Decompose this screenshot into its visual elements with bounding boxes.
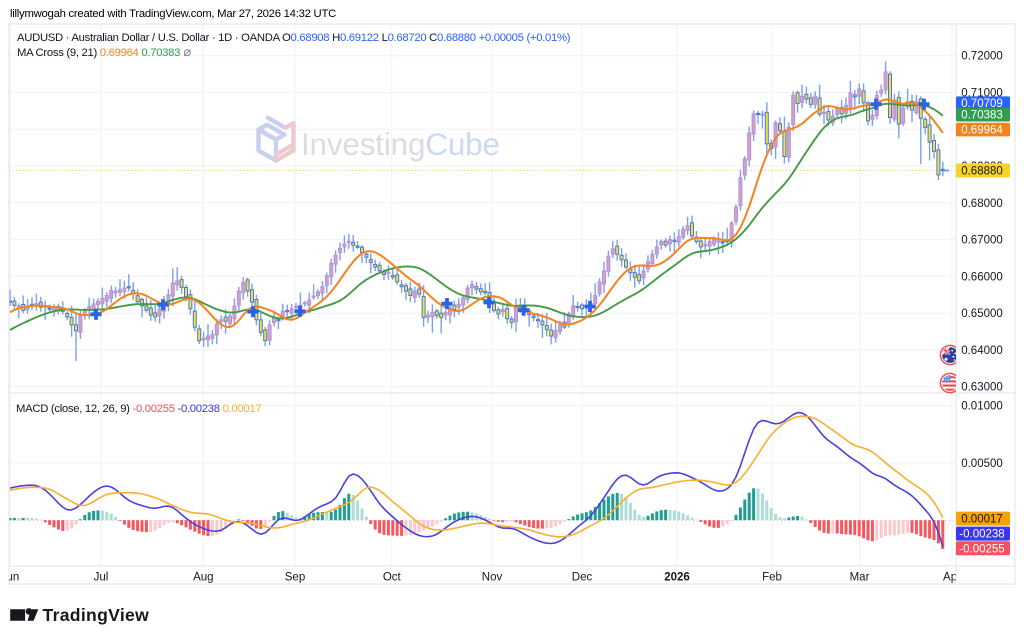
svg-text:Apr: Apr xyxy=(943,572,961,584)
svg-text:MACD (close, 12, 26, 9) -0.00: MACD (close, 12, 26, 9) -0.00255 -0.0023… xyxy=(16,403,261,415)
svg-text:0.70383: 0.70383 xyxy=(961,110,1003,122)
svg-text:Sep: Sep xyxy=(285,572,305,584)
svg-text:AUDUSD · Australian Dollar / U: AUDUSD · Australian Dollar / U.S. Dollar… xyxy=(17,32,571,44)
svg-text:0.65000: 0.65000 xyxy=(961,308,1003,320)
svg-text:2026: 2026 xyxy=(664,572,690,584)
svg-text:MA Cross (9, 21) 0.69964 0.7: MA Cross (9, 21) 0.69964 0.70383 ⌀ xyxy=(17,44,191,59)
svg-text:Aug: Aug xyxy=(193,572,213,584)
svg-text:Mar: Mar xyxy=(850,572,870,584)
svg-text:Oct: Oct xyxy=(383,572,402,584)
svg-text:Jul: Jul xyxy=(94,572,109,584)
svg-text:0.70709: 0.70709 xyxy=(961,98,1003,110)
svg-text:0.72000: 0.72000 xyxy=(961,51,1003,63)
svg-text:0.68880: 0.68880 xyxy=(961,166,1003,178)
svg-text:-0.00255: -0.00255 xyxy=(959,543,1004,555)
svg-text:0.64000: 0.64000 xyxy=(961,345,1003,357)
svg-text:Dec: Dec xyxy=(572,572,593,584)
svg-text:0.63000: 0.63000 xyxy=(961,382,1003,394)
svg-text:Nov: Nov xyxy=(482,572,503,584)
svg-text:0.00500: 0.00500 xyxy=(961,458,1003,470)
svg-text:0.00017: 0.00017 xyxy=(961,514,1003,526)
svg-text:0.01000: 0.01000 xyxy=(961,401,1003,413)
svg-text:0.69964: 0.69964 xyxy=(961,125,1003,137)
svg-text:Jun: Jun xyxy=(1,572,20,584)
svg-text:Feb: Feb xyxy=(762,572,782,584)
svg-text:0.66000: 0.66000 xyxy=(961,271,1003,283)
svg-text:lillymwogah created with Tradi: lillymwogah created with TradingView.com… xyxy=(10,8,336,20)
svg-text:0.68000: 0.68000 xyxy=(961,198,1003,210)
svg-text:0.67000: 0.67000 xyxy=(961,235,1003,247)
svg-text:TradingView: TradingView xyxy=(43,605,150,625)
svg-text:InvestingCube: InvestingCube xyxy=(301,126,500,162)
svg-text:-0.00238: -0.00238 xyxy=(959,529,1004,541)
